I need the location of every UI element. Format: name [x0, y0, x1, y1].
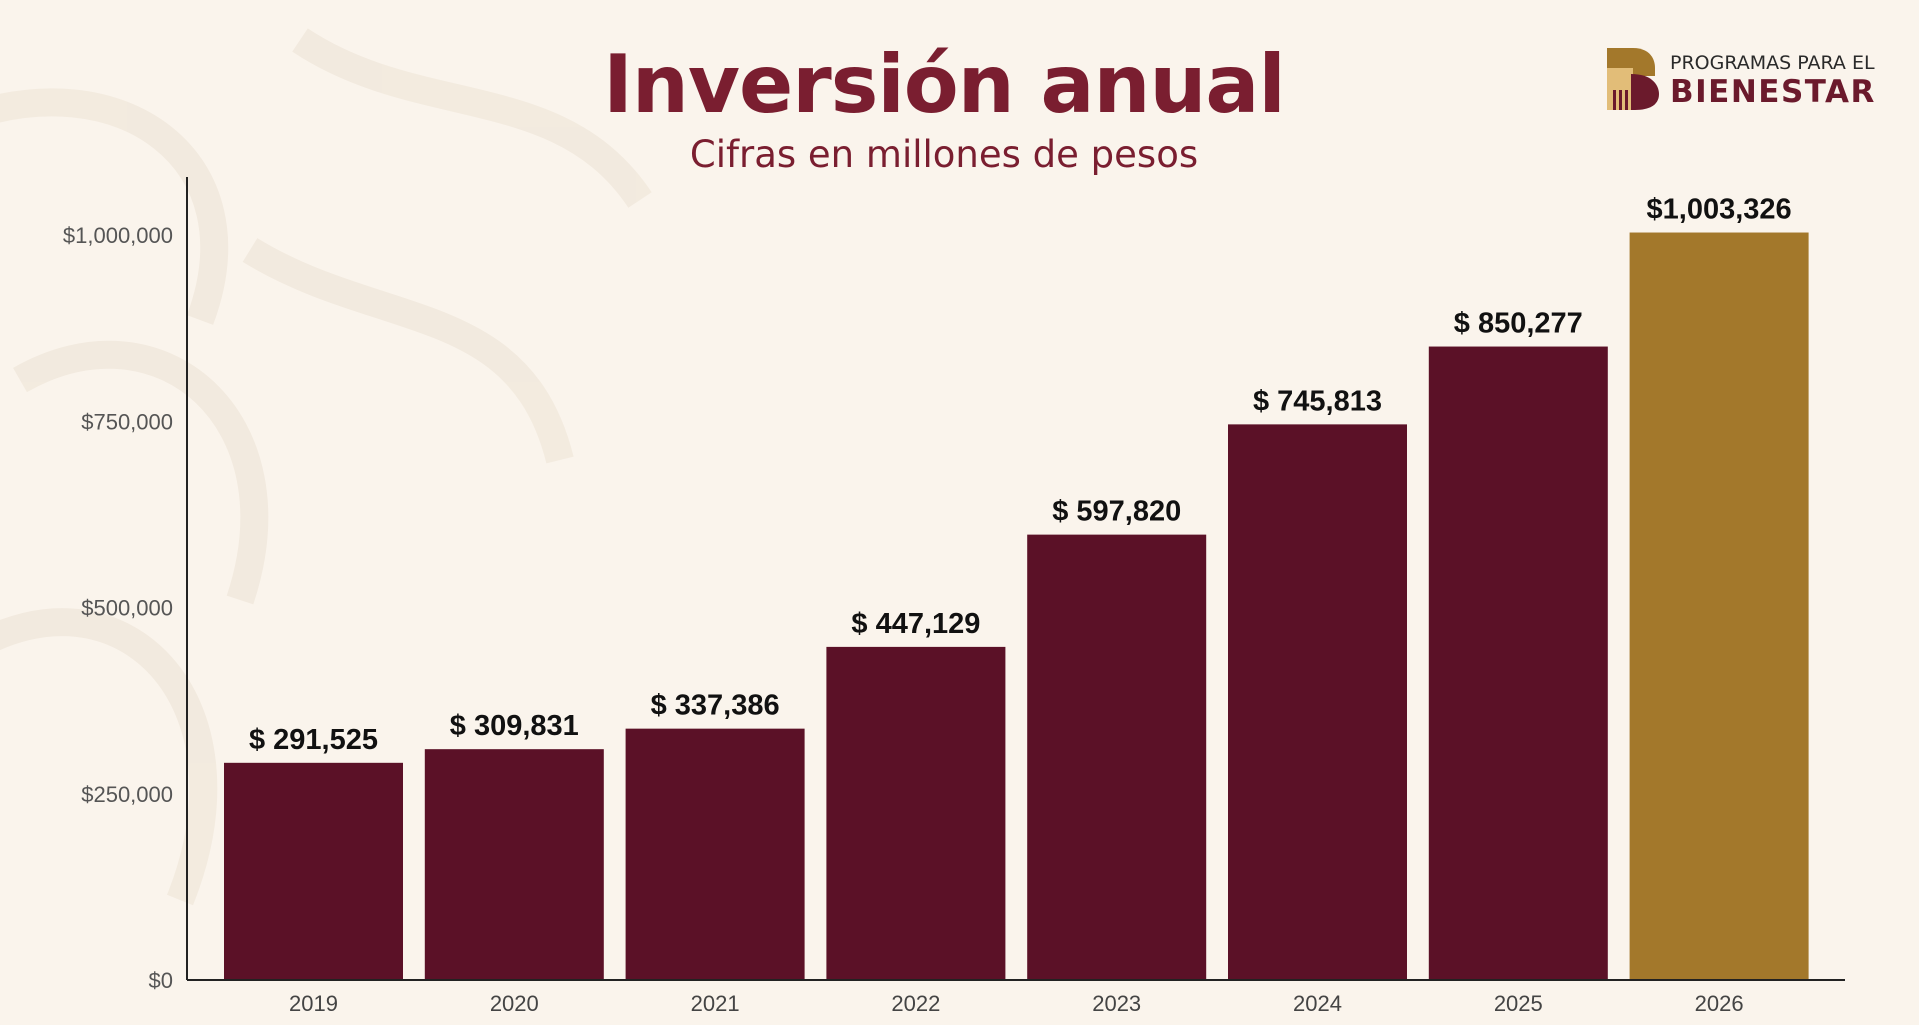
bar-2020: [424, 749, 604, 980]
chart-subtitle: Cifras en millones de pesos: [689, 133, 1199, 176]
y-tick-label: $750,000: [81, 409, 173, 434]
data-label: $ 597,820: [1052, 496, 1181, 528]
data-label: $ 337,386: [651, 690, 780, 722]
x-tick-label: 2025: [1494, 991, 1543, 1016]
bar-2023: [1027, 534, 1207, 980]
x-tick-label: 2019: [289, 991, 338, 1016]
bar-2022: [826, 646, 1006, 980]
y-tick-label: $250,000: [81, 782, 173, 807]
bienestar-logo: PROGRAMAS PARA EL BIENESTAR: [1605, 46, 1905, 116]
x-tick-label: 2022: [891, 991, 940, 1016]
bar-2019: [224, 762, 403, 980]
data-label: $ 309,831: [450, 710, 579, 742]
x-tick-label: 2023: [1092, 991, 1141, 1016]
data-label: $ 745,813: [1253, 385, 1382, 417]
logo-line1: PROGRAMAS PARA EL: [1670, 52, 1875, 74]
y-tick-label: $500,000: [81, 596, 173, 621]
x-tick-label: 2024: [1293, 991, 1342, 1016]
logo-line2: BIENESTAR: [1670, 74, 1876, 110]
data-label: $ 447,129: [851, 608, 980, 640]
data-label: $ 850,277: [1454, 308, 1583, 340]
data-label: $ 291,525: [249, 724, 378, 756]
chart-title: Inversión anual: [603, 38, 1286, 131]
x-tick-label: 2026: [1695, 991, 1744, 1016]
y-tick-label: $1,000,000: [63, 223, 173, 248]
x-tick-label: 2021: [691, 991, 740, 1016]
bar-2025: [1428, 346, 1608, 980]
bar-2024: [1228, 424, 1407, 980]
bienestar-logo-icon: [1607, 48, 1659, 110]
y-tick-label: $0: [149, 968, 173, 993]
x-tick-label: 2020: [490, 991, 539, 1016]
data-label: $1,003,326: [1647, 194, 1792, 226]
bar-2026: [1629, 232, 1809, 981]
bar-2021: [625, 728, 805, 980]
